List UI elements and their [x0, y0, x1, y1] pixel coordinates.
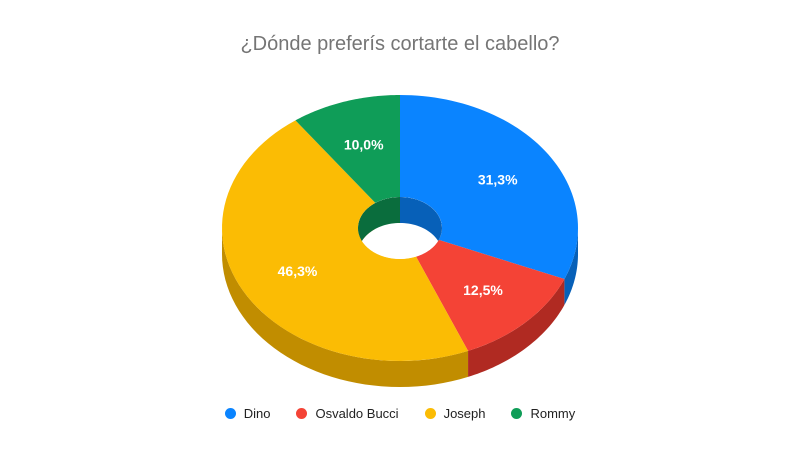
legend-swatch-joseph [424, 408, 436, 419]
slice-label-rommy: 10,0% [344, 137, 384, 153]
slice-inner-wall-dino [400, 197, 442, 254]
legend-item-dino[interactable]: Dino [224, 406, 271, 421]
legend-item-osvaldo-bucci[interactable]: Osvaldo Bucci [296, 406, 399, 421]
slice-side-dino [564, 228, 578, 306]
legend-swatch-dino [224, 408, 236, 419]
legend-label-rommy: Rommy [530, 406, 576, 421]
slice-labels: 31,3% 12,5% 46,3% 10,0% [278, 137, 518, 299]
legend: Dino Osvaldo Bucci Joseph Rommy [0, 406, 800, 421]
slice-label-dino: 31,3% [478, 171, 518, 187]
slice-label-joseph: 46,3% [278, 263, 318, 279]
slice-rommy[interactable] [295, 95, 400, 203]
pie-sides [222, 228, 578, 387]
slice-joseph[interactable] [222, 120, 469, 361]
legend-item-joseph[interactable]: Joseph [424, 406, 486, 421]
slice-dino[interactable] [400, 95, 578, 280]
slice-side-joseph [222, 228, 469, 387]
slice-label-osvaldo-bucci: 12,5% [463, 282, 503, 298]
legend-label-osvaldo-bucci: Osvaldo Bucci [315, 406, 399, 421]
slice-side-osvaldo-bucci [468, 279, 565, 377]
legend-item-rommy[interactable]: Rommy [511, 406, 575, 421]
legend-label-dino: Dino [243, 406, 271, 421]
legend-swatch-rommy [511, 408, 523, 419]
slice-inner-wall-rommy [358, 197, 400, 254]
pie-hole [358, 197, 442, 259]
chart-title: ¿Dónde preferís cortarte el cabello? [240, 33, 560, 55]
pie-tops [222, 95, 578, 361]
slice-osvaldo-bucci[interactable] [416, 239, 565, 351]
legend-label-joseph: Joseph [443, 406, 486, 421]
legend-swatch-osvaldo-bucci [296, 408, 308, 419]
